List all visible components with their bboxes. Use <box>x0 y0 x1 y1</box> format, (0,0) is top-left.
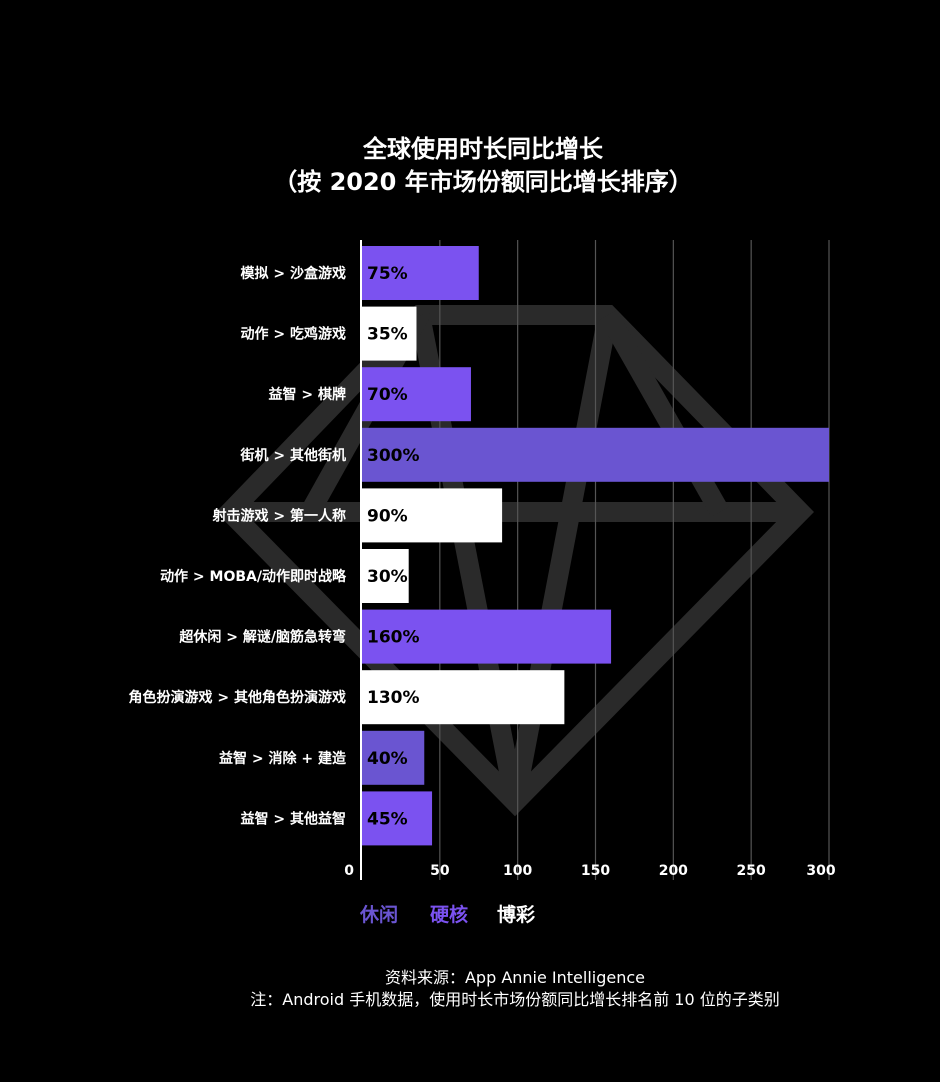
bar-5 <box>362 488 503 543</box>
bar-9 <box>362 730 425 785</box>
data-label-6: 30% <box>367 567 408 587</box>
category-label-8: 角色扮演游戏 > 其他角色扮演游戏 <box>129 689 346 706</box>
category-label-4: 街机 > 其他街机 <box>240 447 346 464</box>
data-label-1: 75% <box>367 264 408 284</box>
bar-7 <box>362 609 612 664</box>
x-tick-100: 100 <box>503 863 532 879</box>
data-label-2: 35% <box>367 325 408 345</box>
x-tick-50: 50 <box>430 863 450 879</box>
data-label-5: 90% <box>367 506 408 526</box>
legend-item-casual: 休闲 <box>359 903 398 926</box>
data-label-4: 300% <box>367 446 420 466</box>
bar-8 <box>362 670 565 725</box>
data-label-10: 45% <box>367 809 408 829</box>
bar-1 <box>362 246 479 300</box>
chart-title-line-2: （按 2020 年市场份额同比增长排序） <box>273 168 693 196</box>
data-label-3: 70% <box>367 385 408 405</box>
data-label-7: 160% <box>367 628 420 648</box>
source-note: 资料来源：App Annie Intelligence <box>385 968 645 987</box>
bar-4 <box>362 427 829 482</box>
legend-item-gambling: 博彩 <box>497 903 535 926</box>
bar-3 <box>362 367 471 422</box>
x-tick-300: 300 <box>806 863 835 879</box>
category-label-7: 超休闲 > 解谜/脑筋急转弯 <box>178 629 346 646</box>
x-tick-250: 250 <box>737 863 766 879</box>
bar-2 <box>362 306 417 361</box>
x-axis-ticks: 0 50 100 150 200 250 300 <box>344 863 836 879</box>
footnote: 注：Android 手机数据，使用时长市场份额同比增长排名前 10 位的子类别 <box>250 990 779 1009</box>
bar-10 <box>362 791 433 846</box>
gridlines <box>439 240 830 880</box>
category-label-1: 模拟 > 沙盒游戏 <box>241 265 346 282</box>
data-label-9: 40% <box>367 749 408 769</box>
category-label-6: 动作 > MOBA/动作即时战略 <box>160 568 347 585</box>
legend: 休闲 硬核 博彩 <box>359 903 535 926</box>
data-label-8: 130% <box>367 688 420 708</box>
legend-item-hardcore: 硬核 <box>430 903 468 926</box>
bars: 75% 35% 70% 300% 90% 30% 160% 130% 40% 45% <box>362 246 829 846</box>
category-label-5: 射击游戏 > 第一人称 <box>212 507 346 524</box>
x-tick-150: 150 <box>581 863 610 879</box>
category-label-3: 益智 > 棋牌 <box>269 386 346 403</box>
category-label-2: 动作 > 吃鸡游戏 <box>241 326 346 343</box>
x-tick-200: 200 <box>659 863 688 879</box>
category-label-9: 益智 > 消除 + 建造 <box>219 750 346 767</box>
x-tick-0: 0 <box>344 863 354 879</box>
chart-title-line-1: 全球使用时长同比增长 <box>362 135 604 163</box>
bar-6 <box>362 549 409 603</box>
category-label-10: 益智 > 其他益智 <box>241 810 346 827</box>
